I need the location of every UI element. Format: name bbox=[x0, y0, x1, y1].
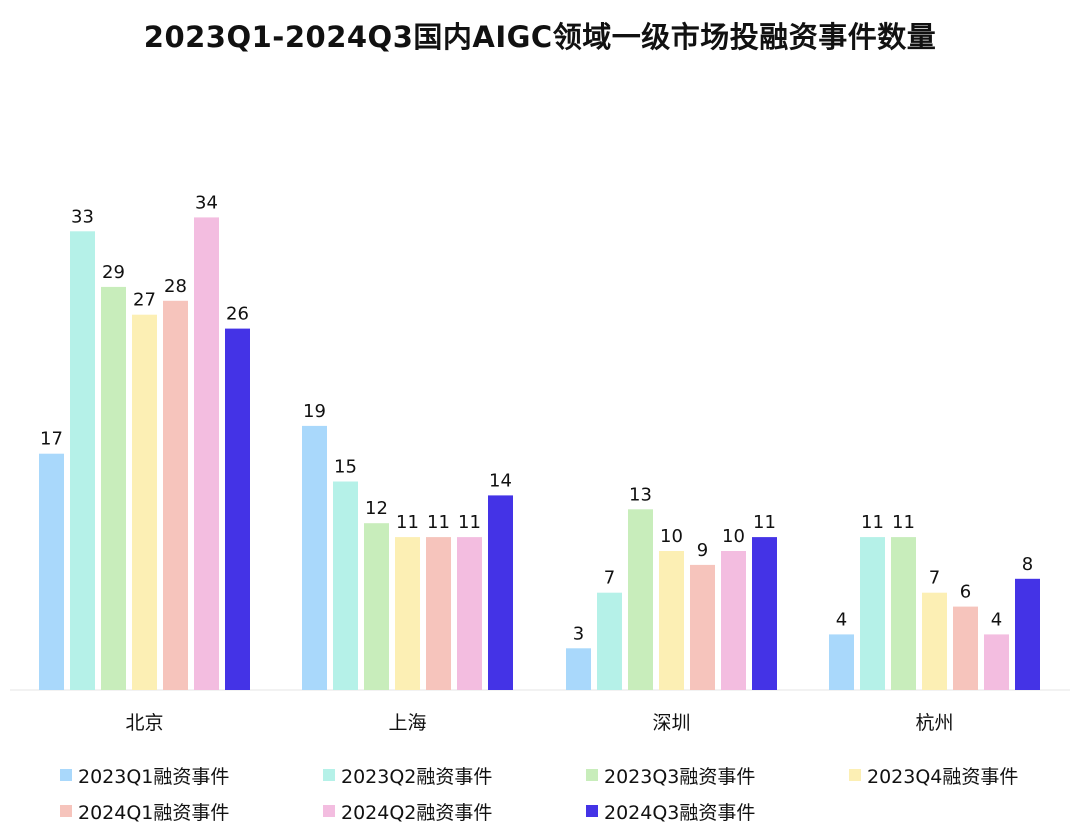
legend-swatch bbox=[60, 805, 72, 817]
bar-深圳-2023Q4融资事件 bbox=[659, 551, 684, 690]
legend-label: 2023Q1融资事件 bbox=[78, 765, 230, 788]
data-label: 3 bbox=[573, 623, 584, 644]
legend-item: 2024Q1融资事件 bbox=[60, 798, 229, 824]
data-label: 9 bbox=[697, 540, 708, 561]
bar-深圳-2023Q2融资事件 bbox=[597, 592, 622, 690]
data-label: 28 bbox=[164, 276, 187, 297]
bar-上海-2024Q1融资事件 bbox=[426, 537, 451, 690]
bar-杭州-2024Q2融资事件 bbox=[984, 634, 1009, 690]
bar-上海-2023Q1融资事件 bbox=[302, 425, 327, 690]
legend-swatch bbox=[586, 769, 598, 781]
data-label: 11 bbox=[396, 512, 419, 533]
legend-label: 2023Q3融资事件 bbox=[604, 765, 756, 788]
bar-深圳-2023Q1融资事件 bbox=[566, 648, 591, 690]
data-label: 11 bbox=[892, 512, 915, 533]
bar-北京-2023Q4融资事件 bbox=[132, 314, 157, 690]
bar-杭州-2024Q3融资事件 bbox=[1015, 578, 1040, 690]
legend-label: 2024Q1融资事件 bbox=[78, 801, 230, 824]
data-label: 10 bbox=[660, 526, 683, 547]
legend-item: 2023Q2融资事件 bbox=[323, 762, 492, 788]
bar-上海-2024Q3融资事件 bbox=[488, 495, 513, 690]
data-label: 10 bbox=[722, 526, 745, 547]
data-label: 4 bbox=[991, 609, 1002, 630]
data-label: 17 bbox=[40, 429, 63, 450]
data-label: 8 bbox=[1022, 554, 1033, 575]
bar-杭州-2023Q2融资事件 bbox=[860, 537, 885, 690]
data-label: 19 bbox=[303, 401, 326, 422]
data-label: 33 bbox=[71, 206, 94, 227]
data-label: 12 bbox=[365, 498, 388, 519]
legend-item: 2023Q4融资事件 bbox=[849, 762, 1018, 788]
data-label: 15 bbox=[334, 457, 357, 478]
bar-北京-2024Q1融资事件 bbox=[163, 300, 188, 690]
data-label: 14 bbox=[489, 470, 512, 491]
data-label: 11 bbox=[427, 512, 450, 533]
chart-title: 2023Q1-2024Q3国内AIGC领域一级市场投融资事件数量 bbox=[143, 20, 937, 54]
legend-item: 2023Q1融资事件 bbox=[60, 762, 229, 788]
bar-北京-2023Q1融资事件 bbox=[39, 453, 64, 690]
bar-杭州-2023Q1融资事件 bbox=[829, 634, 854, 690]
x-tick-label: 杭州 bbox=[915, 712, 953, 734]
data-label: 27 bbox=[133, 290, 156, 311]
bar-杭州-2023Q3融资事件 bbox=[891, 537, 916, 690]
data-label: 4 bbox=[836, 609, 847, 630]
bar-北京-2024Q3融资事件 bbox=[225, 328, 250, 690]
bar-上海-2023Q3融资事件 bbox=[364, 523, 389, 690]
bar-北京-2024Q2融资事件 bbox=[194, 217, 219, 690]
bar-北京-2023Q3融资事件 bbox=[101, 286, 126, 690]
legend-swatch bbox=[60, 769, 72, 781]
bar-北京-2023Q2融资事件 bbox=[70, 231, 95, 691]
bar-深圳-2024Q3融资事件 bbox=[752, 537, 777, 690]
legend-swatch bbox=[849, 769, 861, 781]
x-tick-label: 上海 bbox=[388, 712, 426, 734]
bar-上海-2023Q4融资事件 bbox=[395, 537, 420, 690]
data-label: 26 bbox=[226, 304, 249, 325]
legend-label: 2023Q4融资事件 bbox=[867, 765, 1019, 788]
data-label: 34 bbox=[195, 192, 218, 213]
bar-深圳-2023Q3融资事件 bbox=[628, 509, 653, 690]
data-label: 6 bbox=[960, 582, 971, 603]
data-label: 7 bbox=[929, 568, 940, 589]
x-tick-label: 深圳 bbox=[652, 712, 690, 734]
legend-item: 2024Q2融资事件 bbox=[323, 798, 492, 824]
data-label: 29 bbox=[102, 262, 125, 283]
bar-杭州-2023Q4融资事件 bbox=[922, 592, 947, 690]
bar-上海-2023Q2融资事件 bbox=[333, 481, 358, 690]
legend-label: 2023Q2融资事件 bbox=[341, 765, 493, 788]
bar-深圳-2024Q2融资事件 bbox=[721, 551, 746, 690]
data-label: 13 bbox=[629, 484, 652, 505]
bar-杭州-2024Q1融资事件 bbox=[953, 606, 978, 690]
legend-swatch bbox=[323, 769, 335, 781]
bar-chart: 17 33 29 27 28 34 26 19 15 12 11 11 11 14 3 7 13 10 9 10 11 4… bbox=[10, 192, 1070, 734]
bar-上海-2024Q2融资事件 bbox=[457, 537, 482, 690]
legend-label: 2024Q2融资事件 bbox=[341, 801, 493, 824]
bar-深圳-2024Q1融资事件 bbox=[690, 564, 715, 690]
legend-swatch bbox=[586, 805, 598, 817]
legend-swatch bbox=[323, 805, 335, 817]
data-label: 11 bbox=[861, 512, 884, 533]
legend-label: 2024Q3融资事件 bbox=[604, 801, 756, 824]
data-label: 7 bbox=[604, 568, 615, 589]
data-label: 11 bbox=[458, 512, 481, 533]
data-label: 11 bbox=[753, 512, 776, 533]
legend-item: 2024Q3融资事件 bbox=[586, 798, 755, 824]
legend-item: 2023Q3融资事件 bbox=[586, 762, 755, 788]
x-tick-label: 北京 bbox=[125, 712, 163, 734]
